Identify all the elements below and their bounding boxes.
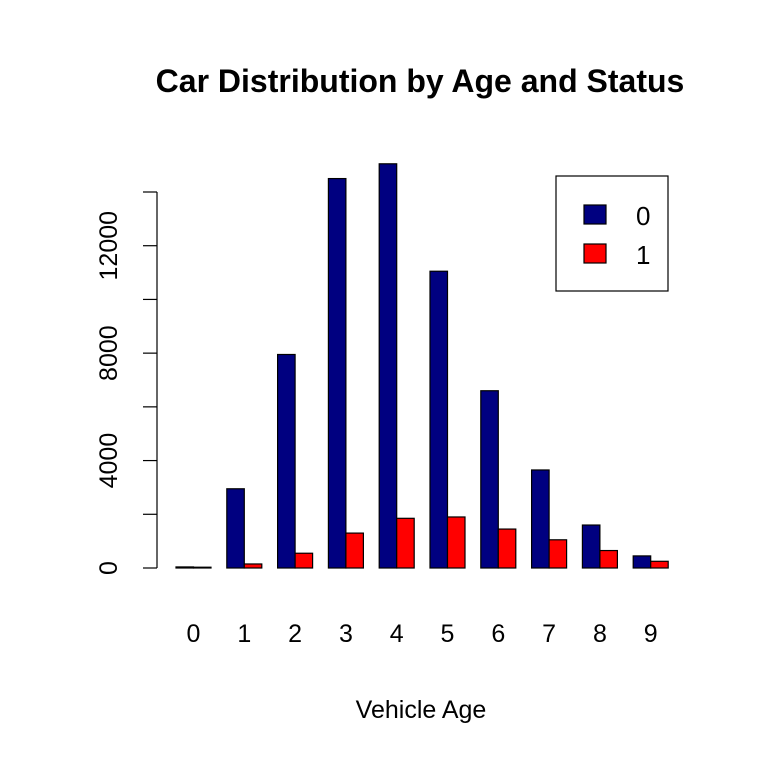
y-axis: 0 4000 8000 12000 xyxy=(95,191,158,575)
bar-age-5-status-1 xyxy=(446,516,466,569)
x-tick-label: 8 xyxy=(593,620,607,648)
legend-label-0: 0 xyxy=(636,201,650,231)
bar-age-2-status-1 xyxy=(294,552,314,569)
bar-age-8-status-1 xyxy=(599,549,619,569)
bar-age-5-status-0 xyxy=(429,270,449,569)
x-tick-label: 5 xyxy=(441,620,455,648)
bars-layer xyxy=(175,163,669,569)
x-axis-tick-labels: 0 1 2 3 4 5 6 7 8 9 xyxy=(187,620,658,648)
bar-age-7-status-1 xyxy=(548,539,568,569)
bar-age-9-status-1 xyxy=(650,560,669,569)
legend-box xyxy=(555,175,669,292)
bar-age-3-status-1 xyxy=(345,532,364,569)
bar-age-6-status-0 xyxy=(480,390,499,569)
y-tick-label: 12000 xyxy=(95,211,123,281)
legend: 01 xyxy=(555,175,669,292)
x-tick-label: 4 xyxy=(390,620,404,648)
bar-age-0-status-0 xyxy=(175,566,195,569)
y-tick-label: 0 xyxy=(95,561,123,575)
bar-age-4-status-0 xyxy=(378,163,398,569)
legend-swatch-1 xyxy=(583,243,607,264)
bar-age-8-status-0 xyxy=(581,524,601,569)
bar-age-1-status-0 xyxy=(226,488,245,569)
x-axis-label: Vehicle Age xyxy=(356,696,487,724)
bar-age-6-status-1 xyxy=(497,528,517,569)
x-tick-label: 7 xyxy=(542,620,556,648)
x-tick-label: 3 xyxy=(339,620,353,648)
bar-age-3-status-0 xyxy=(327,177,347,569)
x-tick-label: 2 xyxy=(288,620,302,648)
bar-age-2-status-0 xyxy=(277,353,296,569)
x-tick-label: 0 xyxy=(187,620,201,648)
x-tick-label: 1 xyxy=(237,620,251,648)
bar-age-4-status-1 xyxy=(396,517,415,569)
bar-age-9-status-0 xyxy=(632,555,652,569)
bar-age-7-status-0 xyxy=(530,469,550,569)
legend-swatch-0 xyxy=(583,204,607,225)
bar-age-1-status-1 xyxy=(243,563,263,569)
x-tick-label: 9 xyxy=(644,620,658,648)
chart-title: Car Distribution by Age and Status xyxy=(156,63,685,99)
bar-age-0-status-1 xyxy=(192,566,212,569)
y-tick-label: 8000 xyxy=(95,325,123,381)
x-tick-label: 6 xyxy=(491,620,505,648)
y-tick-label: 4000 xyxy=(95,433,123,489)
legend-label-1: 1 xyxy=(636,240,650,270)
